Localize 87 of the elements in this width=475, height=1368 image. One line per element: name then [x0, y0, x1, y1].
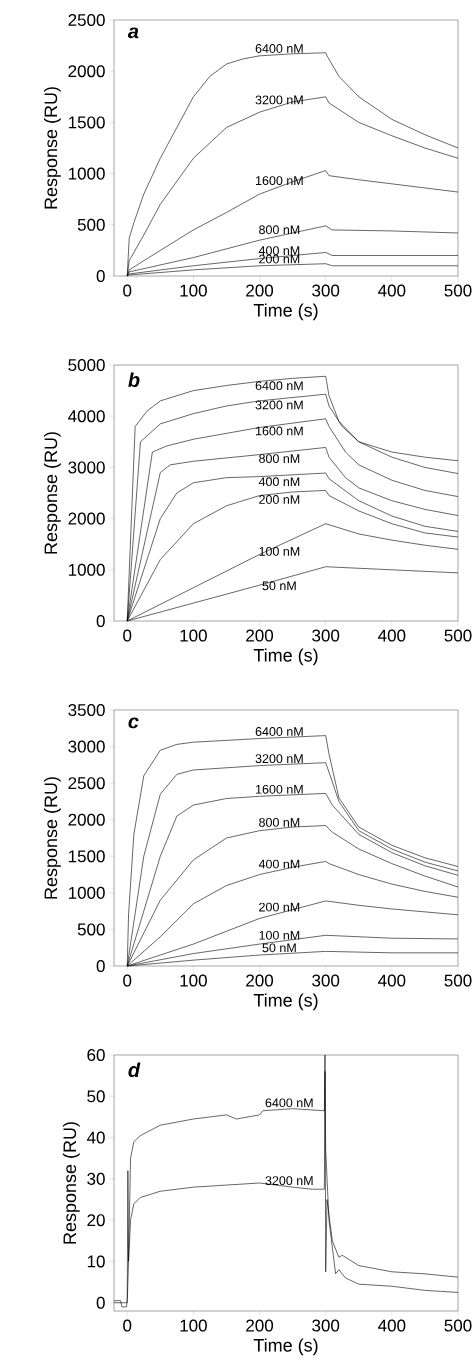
series-label: 3200 nM — [255, 754, 303, 764]
x-axis-title: Time (s) — [253, 303, 318, 321]
x-tick-label: 400 — [378, 974, 406, 987]
y-tick-label: 2000 — [68, 512, 105, 525]
series-label: 3200 nM — [265, 1176, 313, 1186]
y-tick-label: 4000 — [68, 410, 105, 423]
y-tick-label: 60 — [87, 1048, 105, 1062]
y-tick-label: 1500 — [68, 850, 105, 863]
y-tick-label: 40 — [86, 1131, 105, 1144]
y-tick-label: 0 — [96, 269, 105, 283]
y-tick-label: 1000 — [68, 563, 105, 576]
series-label: 50 nM — [262, 581, 296, 591]
series-label: 800 nM — [259, 454, 300, 464]
series-label: 6400 nM — [255, 381, 303, 391]
series-label: 400 nM — [258, 477, 300, 487]
y-tick-label: 2500 — [68, 777, 105, 790]
y-tick-label: 3000 — [68, 461, 105, 474]
x-axis-title: Time (s) — [253, 993, 318, 1011]
series-label: 800 nM — [259, 225, 300, 235]
series-label: 50 nM — [262, 943, 296, 953]
x-tick-label: 100 — [180, 974, 207, 987]
y-tick-label: 2500 — [68, 13, 105, 27]
series-label: 3200 nM — [255, 95, 303, 105]
chart-title: c — [128, 717, 139, 729]
y-tick-label: 1000 — [68, 886, 105, 899]
x-axis-title: Time (s) — [253, 648, 318, 666]
x-tick-label: 400 — [378, 284, 406, 297]
series-label: 100 nM — [259, 930, 300, 940]
y-tick-label: 1500 — [68, 116, 105, 129]
x-tick-label: 400 — [378, 1319, 406, 1332]
y-tick-label: 10 — [87, 1255, 105, 1268]
y-tick-label: 0 — [96, 1296, 105, 1309]
x-tick-label: 100 — [180, 1319, 207, 1332]
x-tick-label: 500 — [444, 284, 472, 297]
y-tick-label: 20 — [87, 1214, 105, 1227]
series-label: 200 nM — [259, 254, 300, 264]
x-tick-label: 500 — [444, 1319, 472, 1332]
x-tick-label: 400 — [378, 629, 406, 642]
series-label: 800 nM — [259, 817, 300, 827]
series-label: 400 nM — [258, 859, 300, 869]
x-tick-label: 200 — [246, 629, 274, 642]
x-tick-label: 0 — [123, 629, 132, 642]
y-tick-label: 3000 — [68, 740, 105, 753]
series-label: 200 nM — [259, 495, 300, 504]
x-tick-label: 0 — [123, 1319, 132, 1332]
x-tick-label: 200 — [246, 1319, 274, 1332]
y-tick-label: 0 — [96, 614, 105, 628]
y-tick-label: 2000 — [68, 65, 105, 78]
y-tick-label: 0 — [96, 959, 105, 973]
x-tick-label: 200 — [246, 284, 274, 297]
y-tick-label: 1000 — [68, 167, 105, 180]
y-tick-label: 50 — [87, 1090, 105, 1103]
x-tick-label: 0 — [123, 974, 132, 987]
y-tick-label: 500 — [77, 218, 105, 231]
chart-title: b — [128, 372, 140, 388]
x-tick-label: 100 — [180, 284, 207, 297]
series-label: 1600 nM — [256, 176, 303, 186]
y-tick-label: 500 — [77, 923, 105, 936]
chart-title: d — [128, 1062, 141, 1078]
x-tick-label: 500 — [444, 629, 472, 642]
series-label: 6400 nM — [265, 1098, 313, 1108]
y-tick-label: 30 — [87, 1172, 105, 1185]
x-tick-label: 0 — [123, 284, 132, 297]
x-axis-title: Time (s) — [253, 1338, 318, 1356]
y-tick-label: 2000 — [68, 813, 105, 826]
x-tick-label: 500 — [444, 974, 472, 987]
y-axis-title: Response (RU) — [62, 1122, 80, 1244]
y-axis-title: Response (RU) — [44, 87, 61, 209]
y-axis-title: Response (RU) — [44, 777, 61, 899]
chart-title: a — [127, 27, 139, 39]
series-label: 3200 nM — [255, 400, 303, 410]
series-label: 1600 nM — [256, 784, 303, 794]
x-tick-label: 200 — [246, 974, 274, 987]
y-tick-label: 3500 — [68, 703, 105, 717]
series-label: 6400 nM — [255, 44, 303, 53]
series-label: 200 nM — [259, 902, 300, 912]
x-tick-label: 300 — [312, 974, 340, 987]
y-tick-label: 5000 — [68, 358, 105, 372]
series-label: 6400 nM — [255, 727, 303, 736]
x-tick-label: 300 — [312, 284, 340, 297]
x-tick-label: 300 — [312, 629, 340, 642]
series-label: 400 nM — [258, 246, 300, 256]
series-label: 1600 nM — [256, 426, 303, 436]
x-tick-label: 300 — [312, 1319, 340, 1332]
y-axis-title: Response (RU) — [44, 432, 61, 554]
series-label: 100 nM — [259, 546, 300, 556]
x-tick-label: 100 — [180, 629, 207, 642]
